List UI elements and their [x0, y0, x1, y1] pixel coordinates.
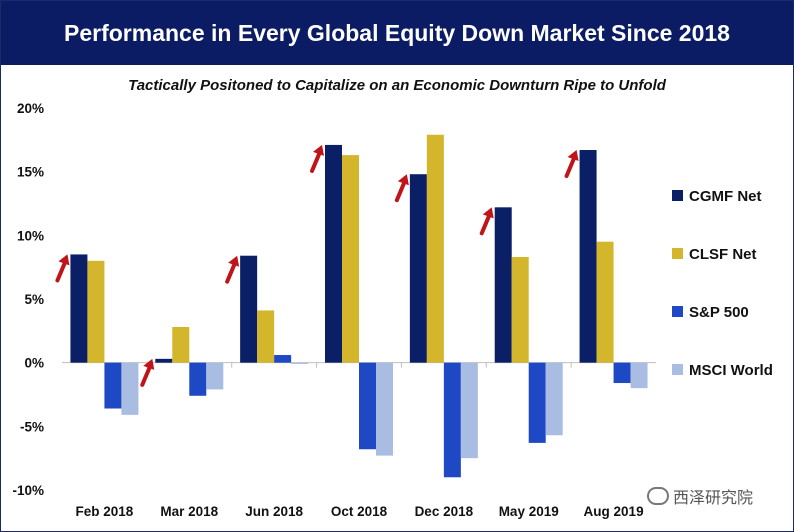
x-tick-label: Aug 2019	[584, 504, 644, 519]
bar	[121, 362, 139, 415]
up-arrow-head-icon	[482, 207, 494, 219]
bar	[630, 362, 648, 389]
up-arrow-icon	[140, 363, 153, 387]
bar	[359, 362, 376, 450]
y-tick-label: -10%	[12, 483, 44, 498]
bar	[409, 174, 427, 363]
bar	[172, 327, 190, 363]
bar	[70, 254, 88, 363]
bar	[274, 355, 292, 363]
bar	[443, 362, 461, 478]
legend-label: CLSF Net	[689, 246, 757, 263]
bar	[87, 260, 105, 363]
bar	[494, 207, 512, 363]
bar	[257, 310, 275, 363]
bar	[596, 241, 614, 363]
watermark: 西泽研究院	[647, 484, 753, 508]
chart-title: Performance in Every Global Equity Down …	[1, 1, 793, 65]
x-tick-label: Dec 2018	[415, 504, 474, 519]
legend-swatch	[672, 364, 683, 375]
y-tick-label: -5%	[20, 419, 44, 434]
y-tick-label: 15%	[17, 165, 44, 180]
bar	[325, 144, 342, 363]
y-tick-label: 20%	[17, 101, 44, 116]
up-arrow-head-icon	[228, 255, 240, 267]
legend-label: MSCI World	[689, 362, 773, 379]
y-tick-label: 10%	[17, 228, 44, 243]
legend-label: CGMF Net	[689, 188, 762, 205]
legend-swatch	[672, 190, 683, 201]
bar	[189, 362, 207, 396]
bar	[240, 255, 258, 363]
up-arrow-icon	[310, 149, 322, 173]
up-arrow-head-icon	[397, 174, 409, 186]
legend-label: S&P 500	[689, 304, 749, 321]
x-tick-label: May 2019	[499, 504, 559, 519]
up-arrow-head-icon	[313, 144, 324, 156]
bar	[155, 358, 173, 363]
wechat-icon	[647, 487, 669, 505]
chart-subtitle: Tactically Positoned to Capitalize on an…	[128, 77, 666, 94]
legend-swatch	[672, 248, 683, 259]
bar	[528, 362, 546, 443]
bar	[376, 362, 393, 456]
legend-swatch	[672, 306, 683, 317]
x-tick-label: Jun 2018	[245, 504, 303, 519]
y-tick-label: 5%	[24, 292, 44, 307]
bar	[460, 362, 478, 459]
up-arrow-icon	[479, 212, 492, 236]
up-arrow-icon	[394, 179, 407, 203]
bar	[104, 362, 122, 409]
bar	[206, 362, 224, 390]
up-arrow-icon	[55, 259, 68, 283]
up-arrow-head-icon	[567, 150, 579, 162]
watermark-text: 西泽研究院	[673, 490, 754, 507]
bar	[579, 150, 597, 363]
up-arrow-icon	[225, 260, 238, 284]
up-arrow-head-icon	[58, 254, 70, 266]
bar	[511, 256, 529, 363]
bar	[426, 134, 444, 363]
up-arrow-icon	[564, 155, 577, 179]
bar	[342, 155, 359, 363]
bar	[545, 362, 563, 436]
bar	[613, 362, 631, 384]
bar	[291, 362, 309, 364]
x-tick-label: Mar 2018	[160, 504, 218, 519]
x-tick-label: Feb 2018	[76, 504, 134, 519]
x-tick-label: Oct 2018	[331, 504, 388, 519]
up-arrow-head-icon	[143, 358, 155, 370]
y-tick-label: 0%	[24, 356, 44, 371]
